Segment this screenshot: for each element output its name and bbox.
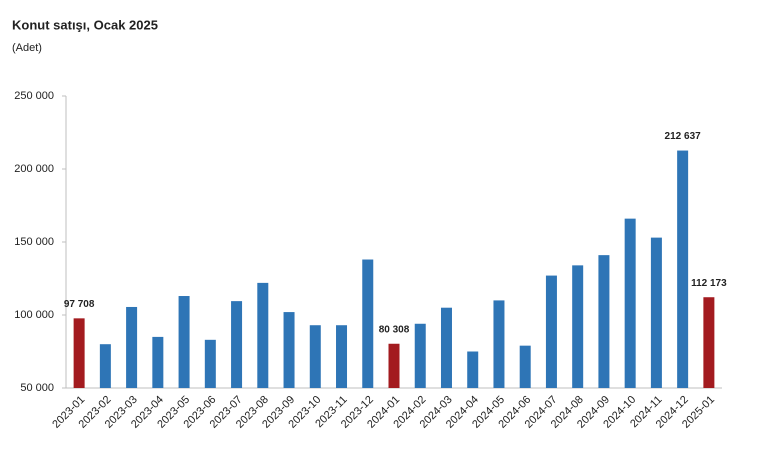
y-tick-label: 250 000 — [14, 90, 54, 102]
bar — [283, 312, 295, 388]
value-label: 212 637 — [665, 131, 702, 142]
bar — [126, 306, 138, 388]
y-tick-label: 200 000 — [14, 163, 54, 175]
bar — [440, 307, 452, 388]
bar — [677, 150, 689, 388]
value-label: 112 173 — [691, 278, 727, 289]
bar — [231, 301, 243, 388]
value-label: 97 708 — [64, 299, 95, 310]
bar — [257, 282, 269, 388]
bar — [624, 218, 636, 388]
bar — [336, 325, 348, 388]
bar — [650, 237, 662, 388]
bar — [467, 351, 479, 388]
chart-title: Konut satışı, Ocak 2025 — [12, 17, 158, 32]
bar — [178, 296, 190, 388]
y-tick-label: 50 000 — [20, 382, 54, 394]
bar — [152, 336, 164, 388]
bar — [73, 318, 85, 388]
bar — [493, 300, 505, 388]
bar — [545, 275, 557, 388]
y-tick-label: 150 000 — [14, 236, 54, 248]
bar — [388, 343, 400, 388]
bar — [204, 339, 216, 388]
bar — [309, 325, 321, 388]
bar — [572, 265, 584, 388]
value-label: 80 308 — [379, 324, 410, 335]
bar — [519, 345, 531, 388]
bar — [703, 297, 715, 388]
bar — [99, 344, 111, 388]
y-tick-label: 100 000 — [14, 309, 54, 321]
bar — [598, 255, 610, 388]
chart-subtitle: (Adet) — [12, 42, 42, 54]
bar — [414, 323, 426, 388]
bar — [362, 259, 374, 388]
